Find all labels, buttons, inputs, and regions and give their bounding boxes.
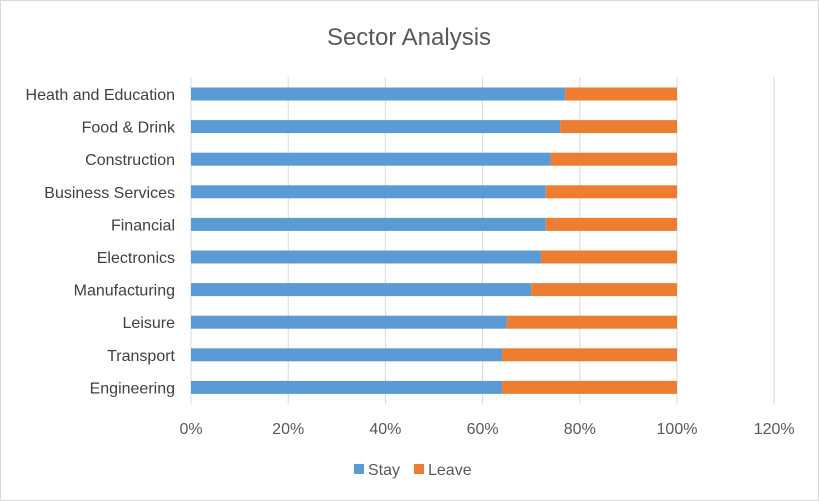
- bar-leave: [502, 348, 677, 361]
- category-label: Engineering: [90, 380, 175, 397]
- bar-stay: [191, 120, 560, 133]
- x-tick-label: 20%: [272, 421, 304, 438]
- x-tick-label: 40%: [369, 421, 401, 438]
- bar-stay: [191, 348, 502, 361]
- category-label: Food & Drink: [82, 120, 176, 137]
- legend: Stay Leave: [354, 462, 472, 479]
- bar-stay: [191, 316, 507, 329]
- bar-stay: [191, 185, 546, 198]
- bar-leave: [507, 316, 677, 329]
- legend-swatch-leave: [414, 464, 424, 474]
- bar-stay: [191, 381, 502, 394]
- category-label: Leisure: [123, 315, 176, 332]
- bar-stay: [191, 251, 541, 264]
- bars: [191, 88, 677, 394]
- legend-label-stay: Stay: [368, 462, 400, 479]
- bar-leave: [560, 120, 677, 133]
- bar-stay: [191, 88, 565, 101]
- bar-leave: [565, 88, 677, 101]
- bar-leave: [546, 218, 677, 231]
- category-label: Construction: [85, 152, 175, 169]
- category-label: Transport: [107, 348, 175, 365]
- bar-leave: [541, 251, 677, 264]
- bar-leave: [531, 283, 677, 296]
- x-tick-labels: 0% 20% 40% 60% 80% 100% 120%: [179, 421, 794, 438]
- bar-stay: [191, 218, 546, 231]
- bar-leave: [551, 153, 677, 166]
- category-label: Business Services: [44, 185, 175, 202]
- category-label: Manufacturing: [74, 283, 175, 300]
- bar-stay: [191, 283, 531, 296]
- category-label: Heath and Education: [26, 87, 175, 104]
- x-tick-label: 120%: [754, 421, 795, 438]
- legend-label-leave: Leave: [428, 462, 472, 479]
- bar-leave: [502, 381, 677, 394]
- bar-leave: [546, 185, 677, 198]
- category-label: Financial: [111, 217, 175, 234]
- x-tick-label: 60%: [467, 421, 499, 438]
- bar-stay: [191, 153, 551, 166]
- x-tick-label: 100%: [657, 421, 698, 438]
- category-labels: Heath and Education Food & Drink Construct…: [26, 87, 176, 397]
- category-label: Electronics: [97, 250, 175, 267]
- chart-title: Sector Analysis: [327, 24, 491, 51]
- x-tick-label: 0%: [179, 421, 202, 438]
- legend-swatch-stay: [354, 464, 364, 474]
- x-tick-label: 80%: [564, 421, 596, 438]
